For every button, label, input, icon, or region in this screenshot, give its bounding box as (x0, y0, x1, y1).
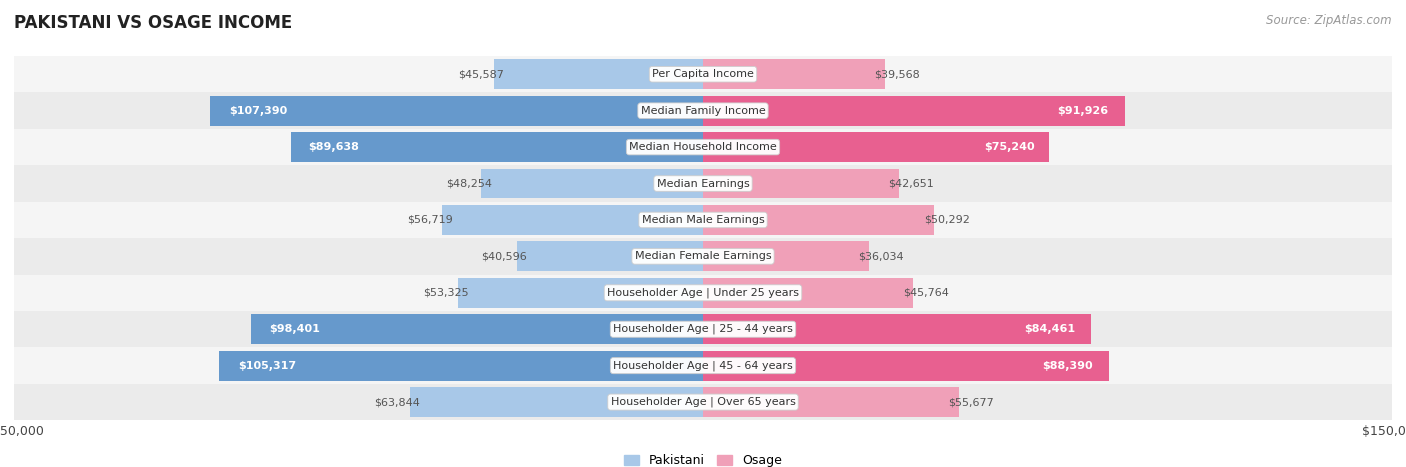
Text: $75,240: $75,240 (984, 142, 1035, 152)
Text: $45,587: $45,587 (458, 69, 503, 79)
Text: $48,254: $48,254 (446, 178, 492, 189)
Text: Householder Age | Over 65 years: Householder Age | Over 65 years (610, 397, 796, 407)
Text: $53,325: $53,325 (423, 288, 468, 298)
Text: $98,401: $98,401 (269, 324, 321, 334)
Text: Median Female Earnings: Median Female Earnings (634, 251, 772, 262)
Text: $45,764: $45,764 (903, 288, 949, 298)
Legend: Pakistani, Osage: Pakistani, Osage (619, 449, 787, 467)
Text: Per Capita Income: Per Capita Income (652, 69, 754, 79)
Bar (14, 275, 1392, 311)
Bar (14, 238, 1392, 275)
Bar (481, 169, 703, 198)
Bar (458, 278, 703, 308)
Bar (703, 351, 1109, 381)
Text: $56,719: $56,719 (408, 215, 453, 225)
Bar (703, 96, 1125, 126)
Bar (703, 205, 934, 235)
Text: $55,677: $55,677 (949, 397, 994, 407)
Text: $107,390: $107,390 (229, 106, 288, 116)
Text: Median Male Earnings: Median Male Earnings (641, 215, 765, 225)
Text: Median Earnings: Median Earnings (657, 178, 749, 189)
Bar (703, 241, 869, 271)
Text: $50,292: $50,292 (924, 215, 970, 225)
Bar (209, 96, 703, 126)
Bar (14, 165, 1392, 202)
Text: Householder Age | 25 - 44 years: Householder Age | 25 - 44 years (613, 324, 793, 334)
Bar (14, 129, 1392, 165)
Text: Median Household Income: Median Household Income (628, 142, 778, 152)
Text: $40,596: $40,596 (481, 251, 527, 262)
Text: Median Family Income: Median Family Income (641, 106, 765, 116)
Bar (252, 314, 703, 344)
Text: $91,926: $91,926 (1057, 106, 1108, 116)
Text: $89,638: $89,638 (308, 142, 359, 152)
Bar (703, 132, 1049, 162)
Bar (494, 59, 703, 89)
Bar (14, 384, 1392, 420)
Bar (703, 278, 912, 308)
Bar (703, 387, 959, 417)
Bar (703, 169, 898, 198)
Bar (703, 314, 1091, 344)
Bar (703, 59, 884, 89)
Bar (219, 351, 703, 381)
Bar (291, 132, 703, 162)
Bar (14, 311, 1392, 347)
Text: $36,034: $36,034 (858, 251, 904, 262)
Text: $63,844: $63,844 (374, 397, 420, 407)
Text: Source: ZipAtlas.com: Source: ZipAtlas.com (1267, 14, 1392, 27)
Text: PAKISTANI VS OSAGE INCOME: PAKISTANI VS OSAGE INCOME (14, 14, 292, 32)
Bar (443, 205, 703, 235)
Text: $42,651: $42,651 (889, 178, 935, 189)
Bar (14, 202, 1392, 238)
Text: $84,461: $84,461 (1025, 324, 1076, 334)
Bar (14, 92, 1392, 129)
Text: $105,317: $105,317 (239, 361, 297, 371)
Bar (14, 56, 1392, 92)
Text: $88,390: $88,390 (1042, 361, 1092, 371)
Bar (14, 347, 1392, 384)
Bar (516, 241, 703, 271)
Text: Householder Age | 45 - 64 years: Householder Age | 45 - 64 years (613, 361, 793, 371)
Text: $39,568: $39,568 (875, 69, 920, 79)
Bar (409, 387, 703, 417)
Text: Householder Age | Under 25 years: Householder Age | Under 25 years (607, 288, 799, 298)
